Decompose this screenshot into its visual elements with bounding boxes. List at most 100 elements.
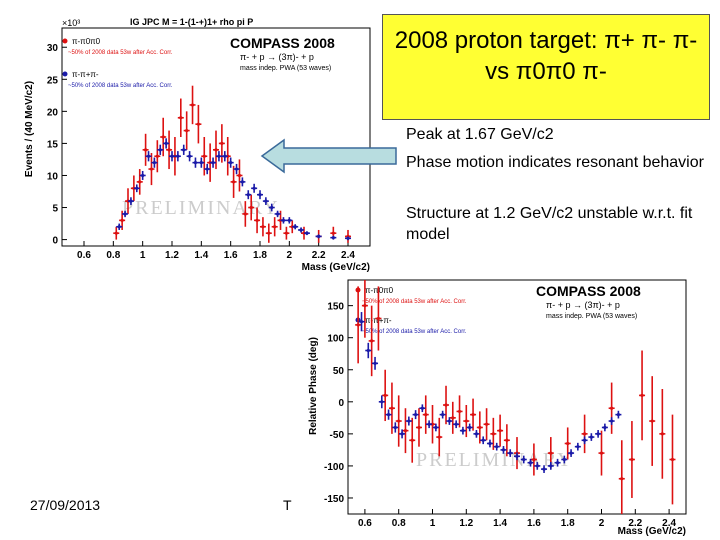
plot1-ylabel: Events / (40 MeV/c2) [24,81,35,177]
p1-series1-point [198,157,205,168]
plot1-reaction: π- + p → (3π)- + p [240,52,314,62]
p2-series1-point [527,458,534,467]
p2-series1-point [547,462,554,470]
p1-series0-point [242,201,249,227]
p1-series1-point [186,151,193,162]
p2-series1-point [520,455,527,464]
slide-title-box: 2008 proton target: π+ π- π- vs π0π0 π- [382,14,710,120]
p2-series1-point [568,449,575,457]
p1-ytick-label: 20 [47,107,59,118]
p2-series1-point [446,417,453,425]
p2-series1-point [486,439,493,448]
p2-series1-point [574,442,581,451]
legend2-blue-note: ~50% of 2008 data 53w after Acc. Corr. [362,329,467,335]
p2-series1-point [500,446,507,454]
plot1-header: IG JPC M = 1-(1-+)1+ rho pi P [130,17,253,27]
plot1-xlabel: Mass (GeV/c2) [302,262,370,273]
p2-series0-point [618,440,625,514]
p2-series0-point [449,401,456,434]
p1-series0-point [195,104,202,144]
footer-letter: T [283,497,292,513]
p1-series1-point [157,144,164,155]
footer-date: 27/09/2013 [30,497,101,513]
p2-series0-point [608,382,615,434]
p2-series1-point [595,430,602,438]
plot1-yexp: ×10³ [62,18,80,28]
p1-series1-point [280,217,287,224]
plot1-watermark: PRELIMINARY [122,197,280,219]
p2-series1-point [541,465,548,473]
plot2-ylabel: Relative Phase (deg) [308,337,319,435]
p1-series1-point [239,177,246,187]
p2-series0-point [409,417,416,463]
p1-series0-point [113,226,120,240]
p2-ytick-label: 150 [327,302,344,313]
p1-series1-point [151,157,158,168]
p1-series1-point [174,151,181,162]
p1-series0-point [236,159,243,192]
p2-series0-point [598,430,605,476]
p2-series0-point [463,405,470,438]
p2-series1-point [493,442,500,451]
p1-series1-point [233,163,240,175]
note-peak: Peak at 1.67 GeV/c2 [406,126,554,143]
p1-series0-point [283,226,290,240]
p1-series0-point [265,223,272,243]
p2-xtick-label: 2.4 [662,518,676,529]
p1-xtick-label: 2.4 [341,250,355,261]
p2-series1-point [561,455,568,464]
p2-series0-point [581,414,588,454]
plot2-watermark: PRELIMINARY [416,449,574,471]
slide-title-line1: 2008 proton target: π+ π- π- [394,27,698,54]
p2-series0-point [490,417,497,450]
p2-series1-point [466,423,473,432]
mass-spectrum-plot: IG JPC M = 1-(1-+)1+ rho pi P COMPASS 20… [10,14,382,276]
p2-ytick-label: 100 [327,334,344,345]
p2-series1-point [392,422,399,433]
p2-ytick-label: -150 [324,494,344,505]
p2-series1-point [601,423,608,432]
p2-series0-point [497,414,504,447]
p1-series1-point [204,163,211,175]
plot1-brand: COMPASS 2008 [230,35,335,51]
p1-series1-point [245,190,252,200]
slide-title-line2: vs π0π0 π- [485,58,607,85]
p1-series1-point [210,157,217,168]
p1-xtick-label: 0.8 [106,250,120,261]
p1-series0-point [183,111,190,150]
p2-series0-point [470,398,477,431]
p2-series0-point [530,443,537,476]
legend-red-name: π-π0π0 [72,37,101,46]
p2-series1-point [615,410,622,419]
p1-xtick-label: 0.6 [77,250,91,261]
note-structure: Structure at 1.2 GeV/c2 unstable w.r.t. … [406,205,693,243]
p2-series0-point [422,395,429,434]
p1-series0-point [254,207,261,234]
p1-series1-point [286,217,293,224]
p1-series1-point [221,151,228,162]
p2-series0-point [483,408,490,441]
p2-series0-point [415,408,422,447]
p2-series0-point [361,280,368,338]
p2-series0-point [669,414,676,505]
p2-series1-point [358,312,365,332]
p1-series1-point [262,197,269,205]
p1-ytick-label: 15 [47,139,59,150]
p1-series0-point [142,133,149,166]
p2-series0-point [476,411,483,444]
p2-series1-point [459,426,466,435]
p1-ytick-label: 25 [47,75,59,86]
p2-series0-point [564,427,571,460]
p1-series1-point [227,157,234,168]
p1-series0-point [259,217,266,237]
p2-ytick-label: -100 [324,462,344,473]
p1-series1-point [298,227,305,233]
note-phase-motion: Phase motion indicates resonant behavior [406,154,704,171]
p1-xtick-label: 1 [140,250,146,261]
p1-series1-point [251,183,258,193]
p2-xtick-label: 1.6 [527,518,541,529]
p2-ytick-label: 50 [333,366,345,377]
p2-series0-point [456,395,463,428]
p1-series1-point [127,197,134,205]
p2-series0-point [388,382,395,434]
